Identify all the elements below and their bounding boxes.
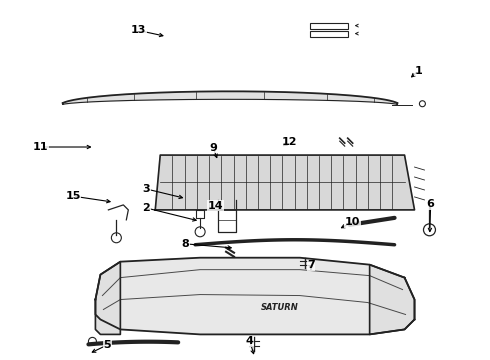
Text: 15: 15 (65, 191, 81, 201)
Text: 7: 7 (307, 260, 315, 270)
Polygon shape (369, 265, 415, 334)
Polygon shape (155, 155, 415, 210)
Text: 2: 2 (143, 203, 150, 213)
Polygon shape (63, 91, 397, 104)
Text: 12: 12 (281, 138, 297, 147)
Text: 6: 6 (427, 199, 435, 210)
Text: 9: 9 (209, 143, 217, 153)
Text: 4: 4 (246, 336, 254, 346)
Text: 3: 3 (143, 184, 150, 194)
Text: 14: 14 (208, 201, 223, 211)
Text: 13: 13 (131, 26, 146, 35)
Polygon shape (96, 258, 415, 334)
Text: 1: 1 (415, 66, 422, 76)
Text: 11: 11 (33, 142, 49, 152)
Text: 10: 10 (345, 217, 360, 227)
Text: SATURN: SATURN (261, 303, 299, 312)
Polygon shape (96, 262, 121, 334)
Text: 8: 8 (181, 239, 189, 249)
Text: 5: 5 (103, 340, 111, 350)
